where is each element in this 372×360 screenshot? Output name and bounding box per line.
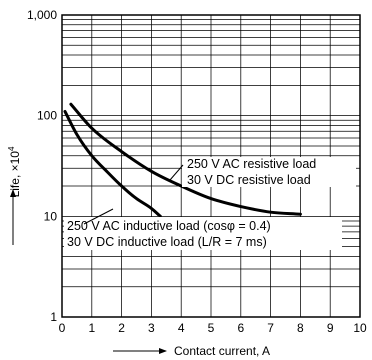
x-tick-label: 5	[208, 321, 215, 335]
y-axis-label: Life, ×104	[7, 146, 22, 197]
annotation-bg-inductive	[64, 217, 342, 250]
x-tick-label: 6	[237, 321, 244, 335]
inductive-load-curve	[63, 110, 162, 218]
resistive-load-curve	[69, 102, 302, 216]
x-tick-label: 7	[267, 321, 274, 335]
leader-line-inductive	[83, 208, 114, 225]
annotation-250vac-resistive: 250 V AC resistive load	[187, 157, 316, 171]
annotation-250vac-inductive: 250 V AC inductive load (cosφ = 0.4)	[67, 219, 271, 233]
x-tick-label: 4	[178, 321, 185, 335]
y-tick-label: 1	[50, 310, 57, 324]
x-tick-label: 9	[327, 321, 334, 335]
y-tick-label: 100	[37, 109, 57, 123]
y-tick-label: 1,000	[27, 8, 57, 22]
plot-frame	[61, 14, 361, 318]
life-curves	[63, 102, 302, 218]
y-axis-label-text: Life, ×10	[8, 151, 22, 198]
x-tick-label: 3	[148, 321, 155, 335]
x-tick-labels: 0 1 2 3 4 5 6 7 8 9 10	[59, 321, 367, 335]
x-tick-label: 0	[59, 321, 66, 335]
y-tick-labels: 1 10 100 1,000	[27, 8, 57, 324]
x-tick-label: 10	[353, 321, 367, 335]
y-tick-label: 10	[44, 209, 58, 223]
annotation-30vdc-inductive: 30 V DC inductive load (L/R = 7 ms)	[67, 235, 267, 249]
x-tick-label: 1	[88, 321, 95, 335]
x-axis-label: Contact current, A	[174, 344, 270, 358]
y-axis-label-exponent: 4	[7, 146, 16, 151]
x-tick-label: 8	[297, 321, 304, 335]
annotation-bg-resistive	[182, 157, 356, 187]
leader-line-resistive	[169, 164, 184, 181]
x-tick-label: 2	[118, 321, 125, 335]
annotation-30vdc-resistive: 30 V DC resistive load	[187, 173, 311, 187]
